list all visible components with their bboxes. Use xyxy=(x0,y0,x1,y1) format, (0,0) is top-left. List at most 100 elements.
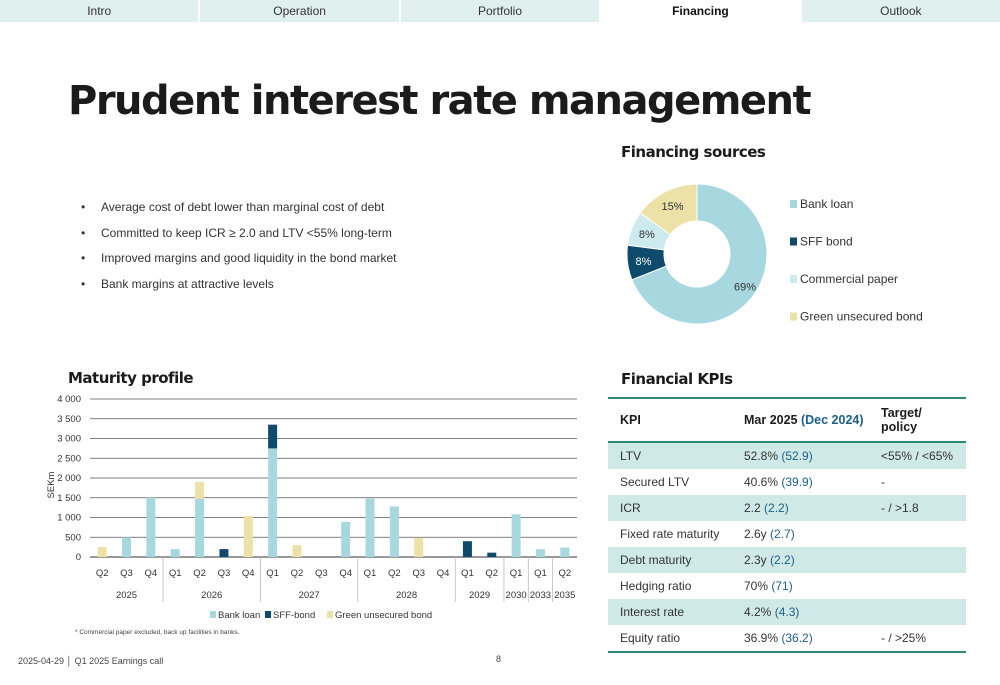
year-label: 2030 xyxy=(506,590,527,601)
kpi-row-hedging-ratio: Hedging ratio 70% (71) xyxy=(608,573,966,599)
kpi-prev-value: (2.2) xyxy=(770,553,795,567)
kpi-row-fixed-rate-maturity: Fixed rate maturity 2.6y (2.7) xyxy=(608,521,966,547)
maturity-profile-chart: 0 500 1 000 1 500 2 000 2 500 3 000 3 500 4 000 S… xyxy=(46,394,577,621)
legend-swatch xyxy=(790,200,797,208)
kpi-value-cell: 70% (71) xyxy=(732,573,869,599)
section-tabs: Intro Operation Portfolio Financing Outl… xyxy=(0,0,1000,22)
y-tick-label: 3 500 xyxy=(57,414,81,425)
legend-label: Bank loan xyxy=(218,610,260,621)
footer-date-event: 2025-04-29 │ Q1 2025 Earnings call xyxy=(18,656,164,666)
kpi-name: Fixed rate maturity xyxy=(620,527,720,541)
legend-label: SFF-bond xyxy=(273,610,315,621)
x-tick-label: Q1 xyxy=(169,568,182,579)
x-tick-label: Q1 xyxy=(534,568,547,579)
bar-segment xyxy=(268,424,278,449)
x-tick-label: Q3 xyxy=(218,568,231,579)
kpi-value-cell: 52.8% (52.9) xyxy=(732,442,869,469)
tab-operation[interactable]: Operation xyxy=(200,0,399,22)
kpi-name: Secured LTV xyxy=(620,475,690,489)
kpi-target xyxy=(869,547,966,573)
bar-segment xyxy=(462,541,472,557)
page-number: 8 xyxy=(496,654,502,664)
bar-segment xyxy=(219,549,229,557)
kpi-name: Interest rate xyxy=(608,599,732,625)
kpi-value: 70% xyxy=(744,579,769,593)
x-tick-label: Q2 xyxy=(96,568,109,579)
kpi-prev-value: (2.2) xyxy=(764,501,789,515)
year-label: 2029 xyxy=(469,590,490,601)
x-tick-label: Q3 xyxy=(120,568,133,579)
bar-segment xyxy=(268,448,278,557)
financial-kpis-table: KPI Mar 2025 (Dec 2024) Target/policy LT… xyxy=(608,397,966,653)
kpi-value: 2.6y xyxy=(744,527,767,541)
kpi-value: 52.8% xyxy=(744,449,779,463)
year-label: 2028 xyxy=(396,590,417,601)
x-tick-label: Q2 xyxy=(485,568,498,579)
bar-segment xyxy=(97,547,107,557)
bar-segment xyxy=(487,552,497,557)
kpi-value-cell: 40.6% (39.9) xyxy=(732,469,869,495)
tab-portfolio[interactable]: Portfolio xyxy=(400,0,600,22)
kpi-name: Debt maturity xyxy=(608,547,732,573)
target-label: Target/ xyxy=(881,406,922,420)
kpi-target: - / >1.8 xyxy=(869,495,966,521)
kpi-prev-value: (39.9) xyxy=(781,475,813,489)
kpi-value-cell: 36.9% (36.2) xyxy=(732,625,869,653)
bar-segment xyxy=(195,481,205,499)
bar-segment xyxy=(170,549,180,557)
bar-segment xyxy=(146,497,156,557)
tab-outlook[interactable]: Outlook xyxy=(801,0,1000,22)
x-tick-label: Q4 xyxy=(437,568,450,579)
kpi-target xyxy=(869,599,966,625)
kpi-column-header: KPI xyxy=(608,397,732,443)
year-label: 2027 xyxy=(299,590,320,601)
legend-label: SFF bond xyxy=(800,235,853,249)
donut-value-label: 69% xyxy=(734,282,756,294)
kpi-value: 2.3y xyxy=(744,553,767,567)
kpi-row-icr: ICR 2.2 (2.2) - / >1.8 xyxy=(608,495,966,521)
kpi-value: 4.2% xyxy=(744,605,772,619)
year-label: 2035 xyxy=(554,590,575,601)
donut-slice xyxy=(631,183,768,325)
maturity-footnote: * Commercial paper excluded, back up fac… xyxy=(75,629,240,636)
kpi-name: LTV xyxy=(608,442,732,469)
year-label: 2033 xyxy=(530,590,551,601)
mar-2025-label: Mar 2025 xyxy=(744,413,801,427)
donut-value-label: 15% xyxy=(661,201,683,213)
kpi-name: ICR xyxy=(608,495,732,521)
x-tick-label: Q4 xyxy=(339,568,352,579)
kpi-row-secured-ltv: Secured LTV 40.6% (39.9) - xyxy=(608,469,966,495)
tab-financing[interactable]: Financing xyxy=(601,0,800,22)
tab-intro[interactable]: Intro xyxy=(0,0,199,22)
x-tick-label: Q3 xyxy=(315,568,328,579)
bar-segment xyxy=(389,506,399,557)
bullet-item: Committed to keep ICR ≥ 2.0 and LTV <55%… xyxy=(80,226,397,252)
y-tick-label: 1 500 xyxy=(57,493,81,504)
y-axis-label: SEKm xyxy=(46,471,57,498)
maturity-profile-title: Maturity profile xyxy=(68,369,194,387)
kpi-value: 2.2 xyxy=(744,501,761,515)
x-tick-label: Q4 xyxy=(145,568,158,579)
legend-swatch xyxy=(210,611,216,618)
kpi-target: - xyxy=(881,475,885,489)
y-tick-label: 3 000 xyxy=(57,434,81,445)
y-tick-label: 2 000 xyxy=(57,473,81,484)
kpi-prev-value: (4.3) xyxy=(774,605,800,619)
kpi-target: <55% / <65% xyxy=(869,442,966,469)
bullet-list: Average cost of debt lower than marginal… xyxy=(80,200,397,302)
bullet-item: Bank margins at attractive levels xyxy=(80,277,397,303)
y-tick-label: 1 000 xyxy=(57,513,81,524)
x-tick-label: Q2 xyxy=(291,568,304,579)
year-label: 2026 xyxy=(201,590,222,601)
target-policy-column-header: Target/policy xyxy=(869,397,966,443)
kpi-value-cell: 2.2 (2.2) xyxy=(732,495,869,521)
bullet-item: Improved margins and good liquidity in t… xyxy=(80,251,397,277)
bullet-item: Average cost of debt lower than marginal… xyxy=(80,200,397,226)
kpi-row-equity-ratio: Equity ratio 36.9% (36.2) - / >25% xyxy=(608,625,966,653)
bar-segment xyxy=(560,547,570,557)
policy-label: policy xyxy=(881,420,918,434)
bar-segment xyxy=(414,537,424,557)
kpi-value-cell: 2.3y (2.2) xyxy=(732,547,869,573)
donut-value-label: 8% xyxy=(635,256,651,268)
x-tick-label: Q3 xyxy=(412,568,425,579)
